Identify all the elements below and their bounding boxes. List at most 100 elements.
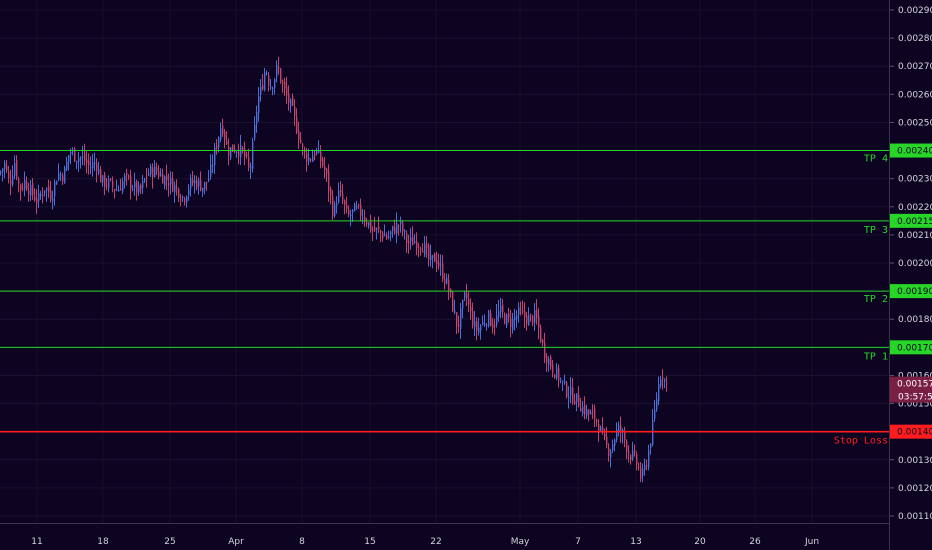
candle-body	[592, 411, 594, 413]
candle-body	[256, 111, 258, 124]
candle-body	[370, 219, 372, 231]
candle-body	[432, 255, 434, 258]
candle-body	[310, 159, 312, 161]
candle-body	[252, 141, 254, 169]
candle-body	[634, 449, 636, 453]
candle-body	[554, 374, 556, 379]
candle-body	[510, 318, 512, 327]
candle-body	[312, 156, 314, 162]
candle-body	[362, 217, 364, 219]
candle-body	[620, 425, 622, 432]
candle-body	[644, 465, 646, 471]
candle-body	[28, 190, 30, 195]
candle-body	[290, 99, 292, 106]
level-name: TP 1	[864, 351, 888, 362]
candle-body	[38, 193, 40, 201]
x-tick-label: 7	[575, 537, 581, 547]
candle-body	[458, 324, 460, 327]
candle-body	[390, 231, 392, 235]
candle-body	[206, 181, 208, 183]
candle-body	[488, 311, 490, 326]
candle-body	[336, 203, 338, 206]
candle-body	[546, 356, 548, 364]
candle-body	[292, 96, 294, 106]
candle-body	[662, 377, 664, 379]
candle-body	[452, 291, 454, 312]
candle-body	[204, 182, 206, 189]
candle-body	[192, 179, 194, 184]
candle-body	[294, 106, 296, 116]
candle-body	[98, 169, 100, 174]
candle-body	[650, 444, 652, 449]
candle-body	[464, 292, 466, 299]
candle-body	[230, 147, 232, 159]
x-tick-label: 13	[630, 537, 641, 547]
candle-body	[346, 205, 348, 209]
candle-body	[100, 169, 102, 183]
candle-body	[636, 454, 638, 465]
level-name: Stop Loss	[834, 436, 888, 447]
candle-body	[214, 147, 216, 166]
candle-body	[138, 185, 140, 193]
candle-body	[384, 235, 386, 237]
candle-body	[158, 171, 160, 177]
candle-body	[594, 408, 596, 420]
time-axis[interactable]: 11 18 25 Apr 8 15 22 May 7 13 20 26 Jun	[31, 537, 819, 547]
candle-body	[140, 184, 142, 190]
x-tick-label: 18	[97, 537, 109, 547]
candle-body	[396, 223, 398, 234]
candle-body	[632, 450, 634, 459]
candle-body	[666, 382, 668, 384]
candle-body	[576, 393, 578, 402]
candle-body	[532, 316, 534, 324]
candle-body	[24, 180, 26, 190]
candle-body	[638, 466, 640, 468]
candle-body	[110, 178, 112, 180]
candle-body	[62, 175, 64, 182]
candle-body	[156, 168, 158, 172]
candle-body	[300, 139, 302, 143]
candle-body	[8, 172, 10, 178]
candle-body	[248, 157, 250, 168]
candle-body	[46, 188, 48, 191]
candle-body	[288, 93, 290, 103]
candle-body	[94, 162, 96, 164]
candle-body	[406, 233, 408, 243]
candle-body	[44, 190, 46, 193]
candle-body	[476, 321, 478, 331]
candle-body	[12, 176, 14, 185]
candle-body	[152, 167, 154, 178]
candle-body	[338, 190, 340, 203]
candle-body	[388, 236, 390, 238]
candle-body	[48, 186, 50, 193]
candle-body	[40, 194, 42, 196]
candle-body	[570, 387, 572, 396]
candle-body	[274, 79, 276, 88]
candle-body	[186, 196, 188, 203]
candle-body	[34, 196, 36, 201]
candle-body	[150, 166, 152, 175]
current-price-label: 0.001571	[897, 380, 932, 390]
candle-body	[608, 447, 610, 457]
candle-body	[398, 225, 400, 227]
candle-body	[60, 174, 62, 176]
candle-body	[400, 220, 402, 224]
candle-body	[374, 227, 376, 231]
candle-body	[20, 184, 22, 191]
candle-body	[418, 245, 420, 247]
candle-body	[660, 379, 662, 386]
candle-body	[88, 160, 90, 166]
candle-body	[246, 154, 248, 157]
candle-body	[86, 159, 88, 164]
candle-body	[498, 311, 500, 317]
candle-body	[566, 382, 568, 397]
candle-body	[148, 173, 150, 176]
candle-body	[16, 160, 18, 178]
candle-body	[624, 430, 626, 441]
candle-body	[306, 152, 308, 162]
candle-body	[180, 199, 182, 201]
candle-body	[10, 180, 12, 185]
